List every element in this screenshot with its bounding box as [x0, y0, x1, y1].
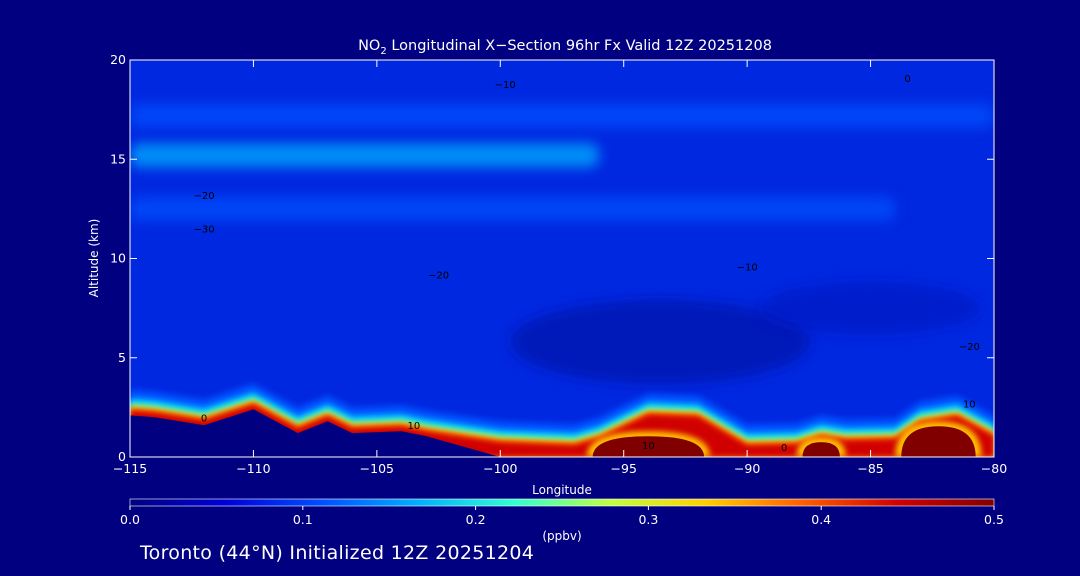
upper-layer-band: [130, 143, 600, 168]
colorbar-tick-label: 0.1: [293, 512, 313, 527]
y-axis: 0 5 10 15 20: [110, 52, 994, 464]
colorbar-tick-label: 0.4: [811, 512, 831, 527]
colorbar-units: (ppbv): [542, 529, 581, 543]
contour-label: −20: [959, 342, 980, 353]
contour-label: 0: [904, 74, 910, 85]
contour-label: 10: [963, 399, 976, 410]
terrain-mask: [130, 409, 501, 457]
high-concentration-cores: [586, 421, 982, 457]
upper-layer-band: [130, 196, 896, 221]
y-axis-label: Altitude (km): [87, 219, 101, 298]
upper-layer-band: [130, 103, 994, 128]
x-tick-label: −90: [734, 461, 760, 476]
contour-label: 0: [201, 413, 207, 424]
core-fill: [592, 436, 705, 457]
low-concentration-patch: [760, 282, 981, 335]
x-tick-label: −110: [236, 461, 270, 476]
x-tick-label: −100: [483, 461, 517, 476]
chart-title: NO2 Longitudinal X−Section 96hr Fx Valid…: [358, 38, 772, 57]
contour-label: 0: [781, 443, 787, 454]
contour-label: −20: [428, 270, 449, 281]
core-fill: [901, 426, 976, 457]
colorbar-tick-label: 0.5: [984, 512, 1004, 527]
colorbar: 0.0 0.1 0.2 0.3 0.4 0.5 (ppbv): [120, 498, 1004, 543]
footer-text: Toronto (44°N) Initialized 12Z 20251204: [140, 542, 535, 564]
contour-label: −10: [737, 262, 758, 273]
contour-labels: −20 −30 −20 −10 −10 0 −20 10 0 10 10 0: [194, 74, 980, 454]
x-axis: −115 −110 −105 −100 −95 −90 −85 −80: [113, 60, 1007, 476]
y-tick-label: 15: [110, 151, 126, 166]
contour-label: −10: [495, 80, 516, 91]
colorbar-tick-label: 0.3: [638, 512, 658, 527]
y-tick-label: 0: [118, 449, 126, 464]
x-tick-label: −95: [611, 461, 637, 476]
low-concentration-patch: [510, 299, 811, 384]
colorbar-ticks: 0.0 0.1 0.2 0.3 0.4 0.5: [120, 506, 1004, 527]
concentration-field: [130, 103, 994, 384]
contour-label: 10: [642, 441, 655, 452]
contour-label: −30: [194, 225, 215, 236]
colorbar-gradient: [129, 498, 995, 507]
y-tick-label: 5: [118, 350, 126, 365]
y-tick-label: 10: [110, 251, 126, 266]
x-tick-label: −85: [857, 461, 883, 476]
x-tick-label: −115: [113, 461, 147, 476]
x-axis-label: Longitude: [532, 483, 592, 497]
y-tick-label: 20: [110, 52, 126, 67]
plot-area: −20 −30 −20 −10 −10 0 −20 10 0 10 10 0: [130, 60, 994, 457]
colorbar-tick-label: 0.2: [466, 512, 486, 527]
x-tick-label: −80: [981, 461, 1007, 476]
x-tick-label: −105: [360, 461, 394, 476]
contour-label: −20: [194, 191, 215, 202]
colorbar-tick-label: 0.0: [120, 512, 140, 527]
contour-label: 10: [408, 421, 421, 432]
core-fill: [802, 442, 840, 457]
